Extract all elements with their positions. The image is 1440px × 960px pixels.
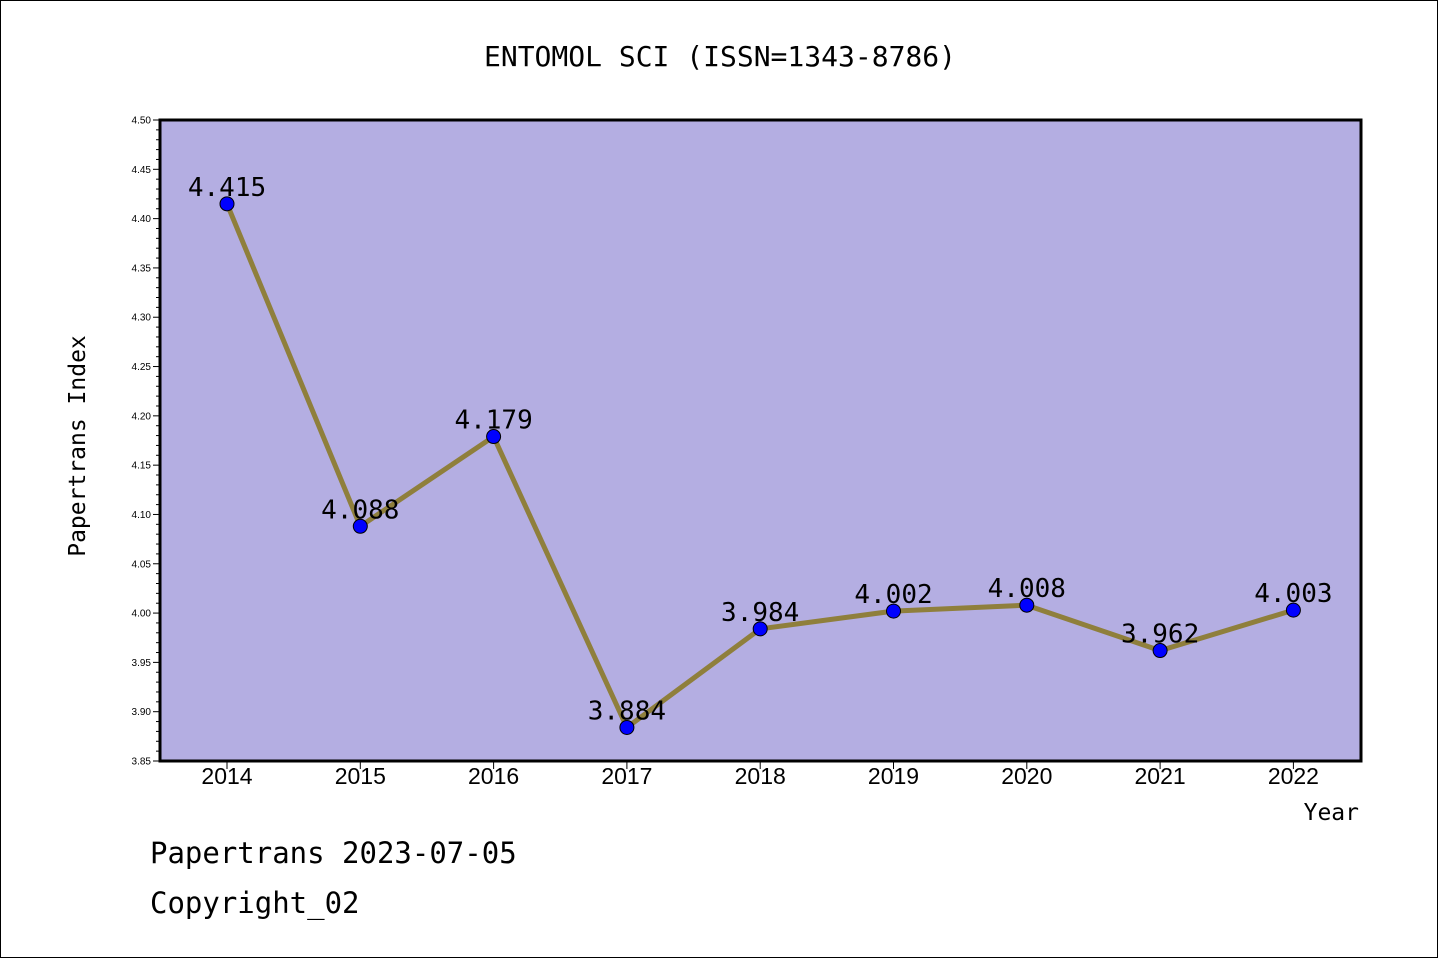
- data-label: 3.984: [721, 598, 799, 628]
- y-tick-label: 4.05: [132, 559, 152, 570]
- x-tick-label: 2019: [868, 763, 919, 789]
- x-tick-label: 2015: [335, 763, 386, 789]
- data-label: 4.179: [454, 406, 532, 436]
- data-point: [752, 621, 768, 637]
- markers-group: [219, 196, 1301, 735]
- y-tick-label: 4.25: [132, 362, 152, 373]
- data-label: 3.962: [1121, 620, 1199, 650]
- footer-copyright: Copyright_02: [150, 886, 360, 920]
- data-point: [486, 429, 502, 445]
- chart-title: ENTOMOL SCI (ISSN=1343-8786): [484, 40, 956, 73]
- x-tick-label: 2018: [735, 763, 786, 789]
- y-tick-label: 4.30: [132, 313, 152, 324]
- x-tick-label: 2021: [1135, 763, 1186, 789]
- x-tick-label: 2022: [1268, 763, 1319, 789]
- data-label: 4.008: [988, 574, 1066, 604]
- y-tick-label: 3.90: [132, 707, 152, 718]
- x-tick-label: 2020: [1001, 763, 1052, 789]
- y-tick-label: 4.20: [132, 411, 152, 422]
- x-tick-label: 2017: [601, 763, 652, 789]
- y-axis-label: Papertrans Index: [65, 335, 91, 557]
- y-tick-label: 3.85: [132, 757, 152, 768]
- y-tick-label: 4.00: [132, 609, 152, 620]
- data-label: 4.088: [321, 495, 399, 525]
- data-label: 4.003: [1254, 579, 1332, 609]
- data-point: [619, 719, 635, 735]
- y-tick-label: 4.45: [132, 165, 152, 176]
- y-tick-label: 4.50: [132, 116, 152, 127]
- y-tick-label: 3.95: [132, 658, 152, 669]
- x-tick-label: 2016: [468, 763, 519, 789]
- data-point: [1019, 597, 1035, 613]
- x-axis-label: Year: [1304, 800, 1359, 826]
- y-axis: 3.85 3.90 3.95 4.00 4.05 4.10 4.15 4.20 4.25 4.30…: [132, 116, 160, 768]
- data-point: [352, 518, 368, 534]
- y-tick-label: 4.15: [132, 461, 152, 472]
- data-point: [886, 603, 901, 619]
- y-tick-label: 4.40: [132, 214, 152, 225]
- data-label: 3.884: [588, 696, 666, 726]
- footer-date: Papertrans 2023-07-05: [150, 836, 517, 870]
- data-point: [1285, 602, 1301, 618]
- data-point: [1152, 643, 1168, 659]
- x-tick-label: 2014: [201, 763, 252, 789]
- x-axis: 2014 2015 2016 2017 2018 2019 2020 2021 2022: [201, 761, 1319, 789]
- data-label: 4.002: [854, 580, 932, 610]
- data-labels-group: 4.415 4.088 4.179 3.884 3.984 4.002 4.008 3.962…: [188, 173, 1333, 727]
- data-point: [219, 196, 235, 212]
- y-tick-label: 4.35: [132, 263, 152, 274]
- y-tick-label: 4.10: [132, 510, 152, 521]
- data-label: 4.415: [188, 173, 266, 203]
- plot-area: [158, 118, 1363, 763]
